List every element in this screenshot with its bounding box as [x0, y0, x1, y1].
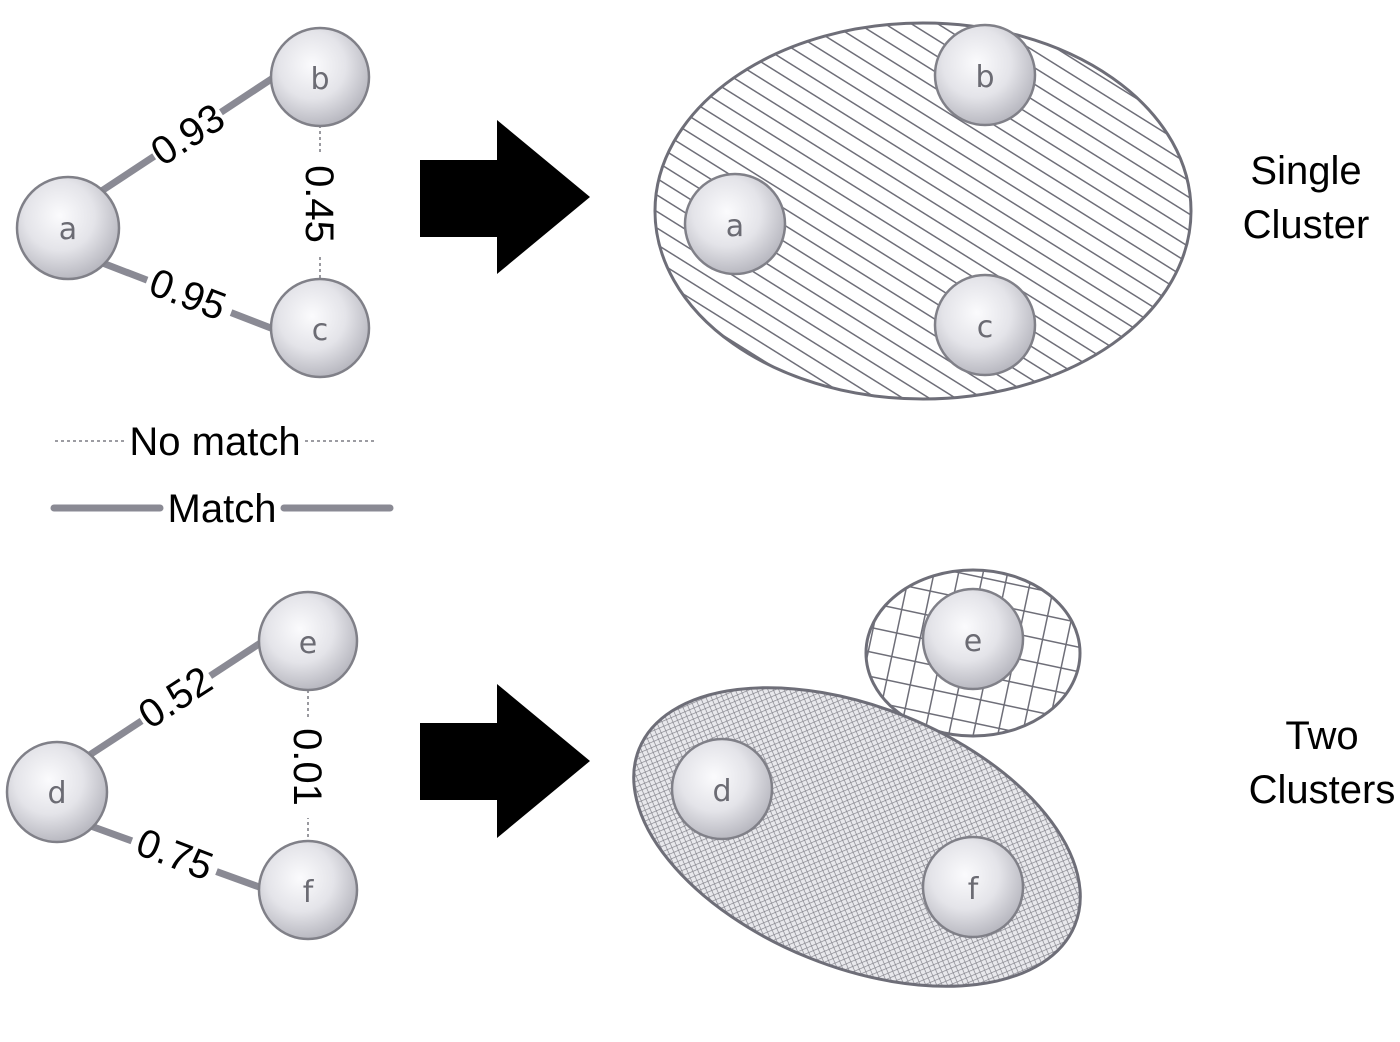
cluster-node-b: b — [933, 23, 1037, 127]
cluster-node-a: a — [683, 172, 787, 276]
weight-bg-de — [128, 655, 222, 739]
cluster-node-c: c — [933, 273, 1037, 377]
weight-label-ef: 0.01 — [285, 728, 329, 806]
node-label-f: f — [303, 875, 315, 910]
weight-label-ac: 0.95 — [143, 260, 231, 329]
node-d: d — [5, 740, 109, 844]
node-a: a — [15, 175, 121, 281]
node-label-b: b — [310, 62, 329, 97]
weight-bg-ac — [140, 257, 240, 331]
top-graph: 0.93 0.95 0.45 a b c — [15, 26, 371, 379]
bottom-graph: 0.52 0.75 0.01 d e f — [5, 590, 359, 941]
bottom-result-clusters: e d f — [632, 568, 1082, 988]
cluster-node-label-a: a — [726, 209, 744, 244]
cluster-node-label-e: e — [964, 624, 982, 659]
bottom-arrow-icon — [420, 684, 590, 838]
top-caption-line2: Cluster — [1243, 203, 1370, 247]
weight-bg-bc — [300, 155, 342, 255]
node-label-d: d — [47, 776, 66, 811]
weight-bg-ef — [288, 718, 330, 818]
single-cluster-region — [653, 21, 1193, 401]
bottom-caption-line1: Two — [1285, 714, 1358, 758]
cluster-node-d: d — [670, 737, 774, 841]
node-label-a: a — [59, 212, 77, 247]
top-result-cluster: a b c — [653, 21, 1193, 401]
node-e: e — [257, 590, 359, 692]
cluster-node-label-d: d — [712, 774, 731, 809]
cluster-node-label-b: b — [975, 60, 994, 95]
cluster-node-e: e — [921, 587, 1025, 691]
cluster-node-label-c: c — [977, 310, 994, 345]
legend-match: Match — [168, 487, 277, 531]
top-caption-line1: Single — [1250, 149, 1361, 193]
weight-bg-df — [125, 817, 225, 891]
weight-label-bc: 0.45 — [297, 165, 341, 243]
top-arrow-icon — [420, 120, 590, 274]
node-c: c — [269, 277, 371, 379]
legend: No match Match — [50, 420, 394, 531]
weight-label-df: 0.75 — [130, 820, 218, 889]
bottom-caption-line2: Clusters — [1249, 768, 1396, 812]
legend-no-match: No match — [129, 420, 300, 464]
weight-bg-ab — [141, 93, 235, 177]
cluster-node-f: f — [921, 835, 1025, 939]
cluster-node-label-f: f — [968, 872, 980, 907]
node-label-c: c — [312, 313, 329, 348]
node-f: f — [257, 839, 359, 941]
node-label-e: e — [299, 626, 317, 661]
node-b: b — [269, 26, 371, 128]
weight-label-ab: 0.93 — [143, 95, 232, 174]
